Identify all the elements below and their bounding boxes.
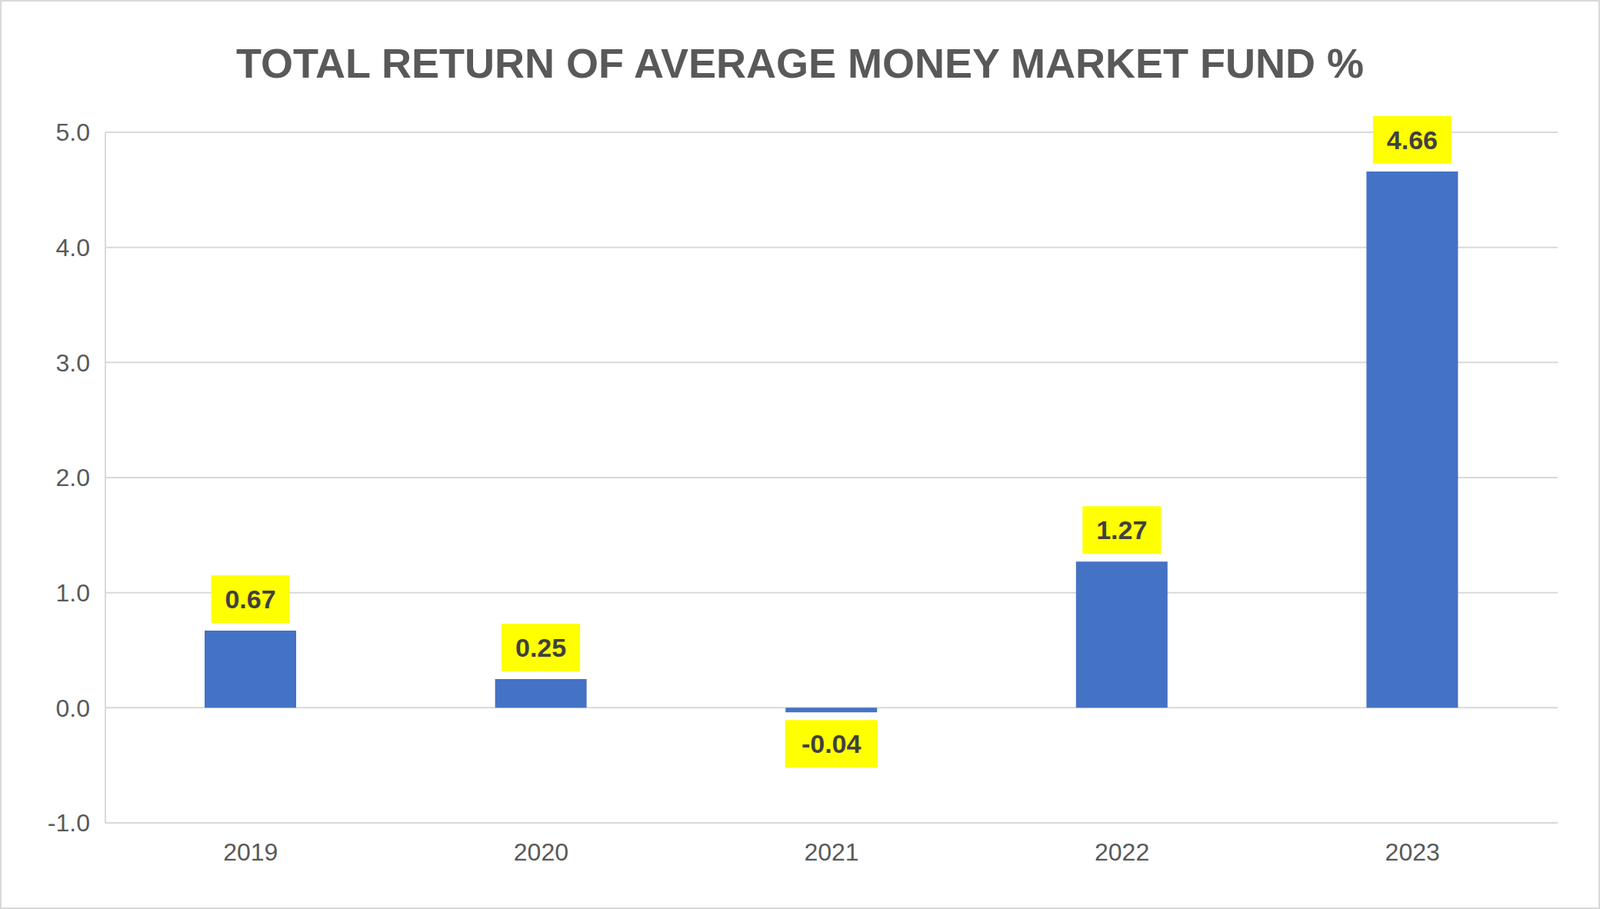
svg-text:2021: 2021 bbox=[803, 838, 859, 867]
svg-text:-1.0: -1.0 bbox=[47, 809, 90, 837]
svg-text:1.0: 1.0 bbox=[56, 579, 90, 607]
svg-text:2.0: 2.0 bbox=[56, 463, 90, 492]
svg-text:2020: 2020 bbox=[513, 838, 569, 867]
svg-text:0.67: 0.67 bbox=[224, 584, 276, 614]
svg-text:3.0: 3.0 bbox=[56, 349, 90, 377]
svg-text:2019: 2019 bbox=[223, 838, 278, 867]
svg-text:4.0: 4.0 bbox=[56, 233, 90, 262]
svg-text:4.66: 4.66 bbox=[1386, 125, 1438, 155]
svg-text:0.25: 0.25 bbox=[515, 633, 567, 663]
svg-text:1.27: 1.27 bbox=[1096, 515, 1147, 545]
svg-text:-0.04: -0.04 bbox=[801, 729, 862, 759]
html-text:TOTAL RETURN OF AVERAGE MONEY: TOTAL RETURN OF AVERAGE MONEY MARKET FUN… bbox=[236, 40, 1364, 87]
svg-text:2022: 2022 bbox=[1094, 838, 1150, 867]
svg-text:0.0: 0.0 bbox=[56, 694, 90, 723]
svg-text:5.0: 5.0 bbox=[56, 118, 90, 147]
svg-text:2023: 2023 bbox=[1385, 838, 1440, 867]
